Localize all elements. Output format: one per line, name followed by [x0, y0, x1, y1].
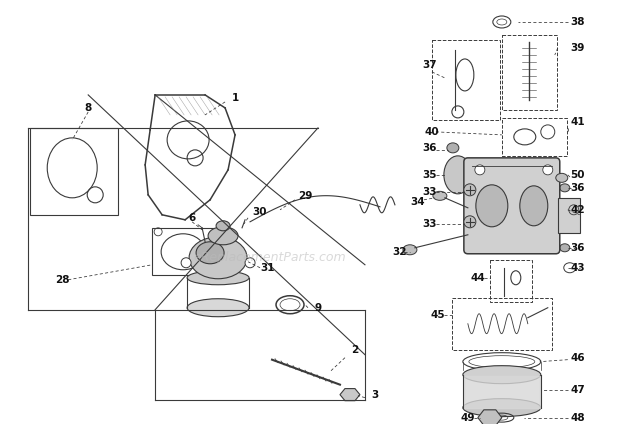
- Text: 30: 30: [253, 207, 267, 217]
- Bar: [452, 298, 552, 350]
- Text: 33: 33: [423, 187, 437, 197]
- Ellipse shape: [463, 365, 541, 384]
- Ellipse shape: [187, 271, 249, 285]
- Text: 37: 37: [423, 60, 437, 70]
- Text: 3: 3: [371, 390, 379, 400]
- Text: 35: 35: [423, 170, 437, 180]
- Ellipse shape: [444, 156, 472, 194]
- Text: 50: 50: [570, 170, 585, 180]
- Ellipse shape: [447, 143, 459, 153]
- Text: eReplacementParts.com: eReplacementParts.com: [193, 251, 347, 264]
- Text: 44: 44: [471, 273, 485, 283]
- Ellipse shape: [560, 184, 570, 192]
- Text: 46: 46: [570, 353, 585, 363]
- Text: 45: 45: [430, 310, 445, 320]
- Text: 48: 48: [570, 413, 585, 423]
- FancyBboxPatch shape: [464, 158, 560, 254]
- Ellipse shape: [560, 244, 570, 252]
- Bar: [432, 40, 500, 120]
- Circle shape: [464, 216, 476, 228]
- Ellipse shape: [403, 245, 417, 255]
- Text: 43: 43: [570, 263, 585, 273]
- Text: 36: 36: [570, 243, 585, 253]
- Bar: [558, 198, 580, 233]
- Text: 6: 6: [188, 213, 196, 223]
- Ellipse shape: [208, 227, 238, 245]
- Ellipse shape: [463, 399, 541, 417]
- Bar: [490, 260, 532, 302]
- Text: 49: 49: [461, 413, 475, 423]
- Text: 36: 36: [570, 183, 585, 193]
- Polygon shape: [340, 388, 360, 401]
- Text: 8: 8: [84, 103, 92, 113]
- Circle shape: [181, 258, 191, 268]
- Text: 34: 34: [410, 197, 425, 207]
- Ellipse shape: [520, 186, 548, 226]
- Text: 33: 33: [423, 219, 437, 229]
- Text: 28: 28: [55, 275, 69, 285]
- Ellipse shape: [216, 221, 230, 231]
- Text: 31: 31: [261, 263, 275, 273]
- Text: 1: 1: [231, 93, 239, 103]
- Text: 40: 40: [425, 127, 439, 137]
- Ellipse shape: [433, 191, 447, 200]
- Text: 47: 47: [570, 385, 585, 395]
- Ellipse shape: [187, 299, 249, 317]
- Polygon shape: [478, 410, 502, 424]
- Ellipse shape: [476, 185, 508, 227]
- Text: 2: 2: [352, 345, 358, 355]
- Text: 42: 42: [570, 205, 585, 215]
- Circle shape: [245, 258, 255, 268]
- Circle shape: [542, 165, 553, 175]
- Text: 39: 39: [570, 43, 585, 53]
- Bar: [502, 35, 557, 110]
- Text: 41: 41: [570, 117, 585, 127]
- Text: 9: 9: [314, 303, 322, 313]
- Ellipse shape: [556, 173, 568, 182]
- Ellipse shape: [189, 237, 247, 279]
- Text: 38: 38: [570, 17, 585, 27]
- Text: 29: 29: [298, 191, 312, 201]
- Bar: [502, 118, 567, 156]
- Text: 32: 32: [392, 247, 407, 257]
- Ellipse shape: [196, 242, 224, 264]
- Text: 36: 36: [423, 143, 437, 153]
- Circle shape: [475, 165, 485, 175]
- Circle shape: [464, 184, 476, 196]
